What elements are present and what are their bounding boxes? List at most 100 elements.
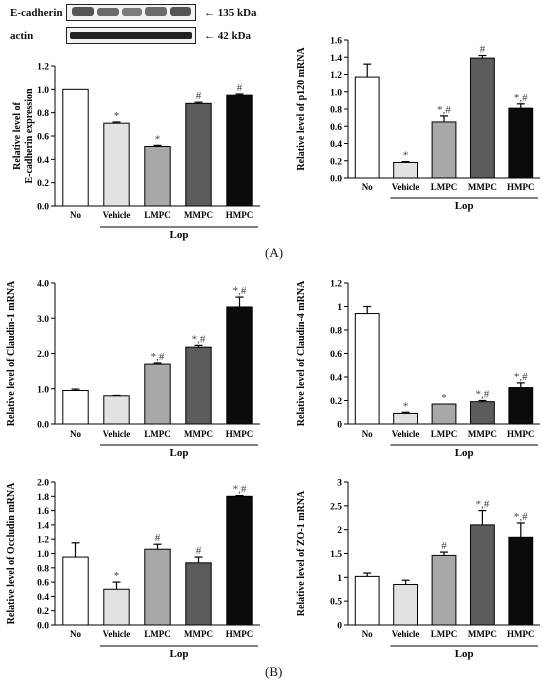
y-tick-label: 0.6 xyxy=(37,133,49,143)
bar xyxy=(354,76,380,179)
significance-mark: # xyxy=(196,90,202,102)
bar xyxy=(185,562,212,626)
significance-mark: *,# xyxy=(437,104,451,116)
y-tick-label: 0 xyxy=(337,622,342,632)
significance-mark: * xyxy=(441,392,447,404)
significance-mark: # xyxy=(237,82,243,94)
y-tick-label: 0.4 xyxy=(37,593,49,603)
y-axis-label: Relative level of Claudin-1 mRNA xyxy=(6,280,17,426)
blot-label-ecadherin: E-cadherin xyxy=(10,6,63,19)
significance-mark: *,# xyxy=(192,333,206,345)
band xyxy=(122,8,142,16)
y-tick-label: 1.2 xyxy=(37,536,49,546)
bar xyxy=(226,495,253,626)
y-tick-label: 0.0 xyxy=(37,421,49,431)
blot-size-ecadherin: ← 135 kDa xyxy=(204,6,257,19)
y-tick-label: 1.6 xyxy=(37,507,49,517)
bar xyxy=(185,102,212,207)
bar xyxy=(103,122,130,207)
y-tick-label: 0.4 xyxy=(37,156,49,166)
bar xyxy=(469,401,495,425)
chart-claudin1: 0.0 1.0 2.0 3.0 4.0 Relative level of Claudin… xyxy=(0,265,275,459)
bar xyxy=(508,387,534,425)
significance-mark: *,# xyxy=(233,484,247,496)
y-axis-label: Relative level of xyxy=(12,101,23,169)
y-tick-label: 0.0 xyxy=(37,203,49,213)
bar xyxy=(469,57,495,179)
bar xyxy=(103,588,130,626)
y-axis-label: Relative level of Occludin mRNA xyxy=(6,482,17,624)
y-tick-label: 0.4 xyxy=(330,374,342,384)
category-label: Vehicle xyxy=(103,629,131,639)
y-tick-label: 2.0 xyxy=(37,479,49,489)
y-tick-label: 1.5 xyxy=(330,550,342,560)
category-label: LMPC xyxy=(144,429,171,439)
bar xyxy=(62,390,89,425)
category-label: HMPC xyxy=(507,629,535,639)
chart-body: 0.0 0.2 0.4 0.6 0.8 1.0 1.2 Relative level of E-… xyxy=(12,63,260,241)
y-tick-label: 3 xyxy=(337,479,342,489)
y-tick-label: 1.0 xyxy=(37,86,49,96)
significance-mark: # xyxy=(155,532,161,544)
chart-body: 0.0 1.0 2.0 3.0 4.0 Relative level of Claudin… xyxy=(6,280,260,459)
bar xyxy=(431,403,457,425)
y-axis-label: Relative level of Claudin-4 mRNA xyxy=(296,280,307,426)
category-label: LMPC xyxy=(431,629,458,639)
chart-zo1: 0 0.5 1 1.5 2 2.5 3 Relative level of ZO-1 mRNA… xyxy=(290,470,550,660)
figure-label-a: (A) xyxy=(265,245,284,260)
category-label: Vehicle xyxy=(392,629,420,639)
category-label: LMPC xyxy=(144,210,171,220)
band xyxy=(72,7,94,16)
chart-body: 0.0 0.2 0.4 0.6 0.8 1.0 1.2 1.4 1.6 Relative leve… xyxy=(296,37,540,212)
chart-body: 0 0.2 0.4 0.6 0.8 1 1.2 Relative level of Claud… xyxy=(296,280,540,459)
western-blot: E-cadherin ← 135 kDa actin ← 42 kDa xyxy=(10,3,260,49)
y-tick-label: 0.5 xyxy=(330,598,342,608)
chart-p120: 0.0 0.2 0.4 0.6 0.8 1.0 1.2 1.4 1.6 Relative leve… xyxy=(290,28,550,243)
figure-label-b: (B) xyxy=(265,664,283,679)
blot-row-actin: actin ← 42 kDa xyxy=(10,27,251,44)
bar xyxy=(226,94,253,207)
y-tick-label: 1.2 xyxy=(330,280,342,290)
category-label: MMPC xyxy=(468,429,497,439)
category-label: No xyxy=(70,629,81,639)
bar xyxy=(431,121,457,179)
blot-label-actin: actin xyxy=(10,29,34,42)
y-tick-label: 0.6 xyxy=(37,579,49,589)
blot-row-ecadherin: E-cadherin ← 135 kDa xyxy=(10,4,257,21)
group-label: Lop xyxy=(455,447,474,459)
significance-mark: # xyxy=(441,540,447,552)
y-axis-label: Relative level of p120 mRNA xyxy=(296,47,307,171)
y-tick-label: 0.2 xyxy=(37,179,49,189)
chart-claudin4: 0 0.2 0.4 0.6 0.8 1 1.2 Relative level of Claud… xyxy=(290,265,550,459)
y-tick-label: 1 xyxy=(337,574,342,584)
category-label: No xyxy=(362,629,373,639)
bar xyxy=(62,556,89,626)
y-tick-label: 0.0 xyxy=(330,175,342,185)
y-tick-label: 0 xyxy=(337,421,342,431)
y-tick-label: 1.4 xyxy=(330,54,342,64)
bar xyxy=(508,536,534,626)
chart-occludin: 0.0 0.2 0.4 0.6 0.8 1.0 1.2 1.4 1.6 1.8 2.0 Relativ… xyxy=(0,470,275,660)
significance-mark: *,# xyxy=(514,92,528,104)
y-tick-label: 1.8 xyxy=(37,493,49,503)
y-tick-label: 1.0 xyxy=(330,88,342,98)
bar xyxy=(62,88,89,207)
y-tick-label: 0.2 xyxy=(330,157,342,167)
y-tick-label: 0.8 xyxy=(37,109,49,119)
y-tick-label: 2.0 xyxy=(37,350,49,360)
bar xyxy=(508,107,534,179)
y-tick-label: 1.0 xyxy=(37,385,49,395)
y-tick-label: 1.4 xyxy=(37,521,49,531)
category-label: MMPC xyxy=(468,182,497,192)
category-label: HMPC xyxy=(226,429,254,439)
blot-strip-ecadherin xyxy=(66,4,196,21)
significance-mark: * xyxy=(114,110,120,122)
y-tick-label: 0.8 xyxy=(330,106,342,116)
category-label: Vehicle xyxy=(103,429,131,439)
y-tick-label: 0.0 xyxy=(37,622,49,632)
band xyxy=(145,7,167,16)
significance-mark: * xyxy=(114,570,120,582)
chart-body: 0 0.5 1 1.5 2 2.5 3 Relative level of ZO-1 mRNA… xyxy=(296,479,540,660)
category-label: MMPC xyxy=(184,629,213,639)
blot-strip-actin xyxy=(66,27,196,44)
